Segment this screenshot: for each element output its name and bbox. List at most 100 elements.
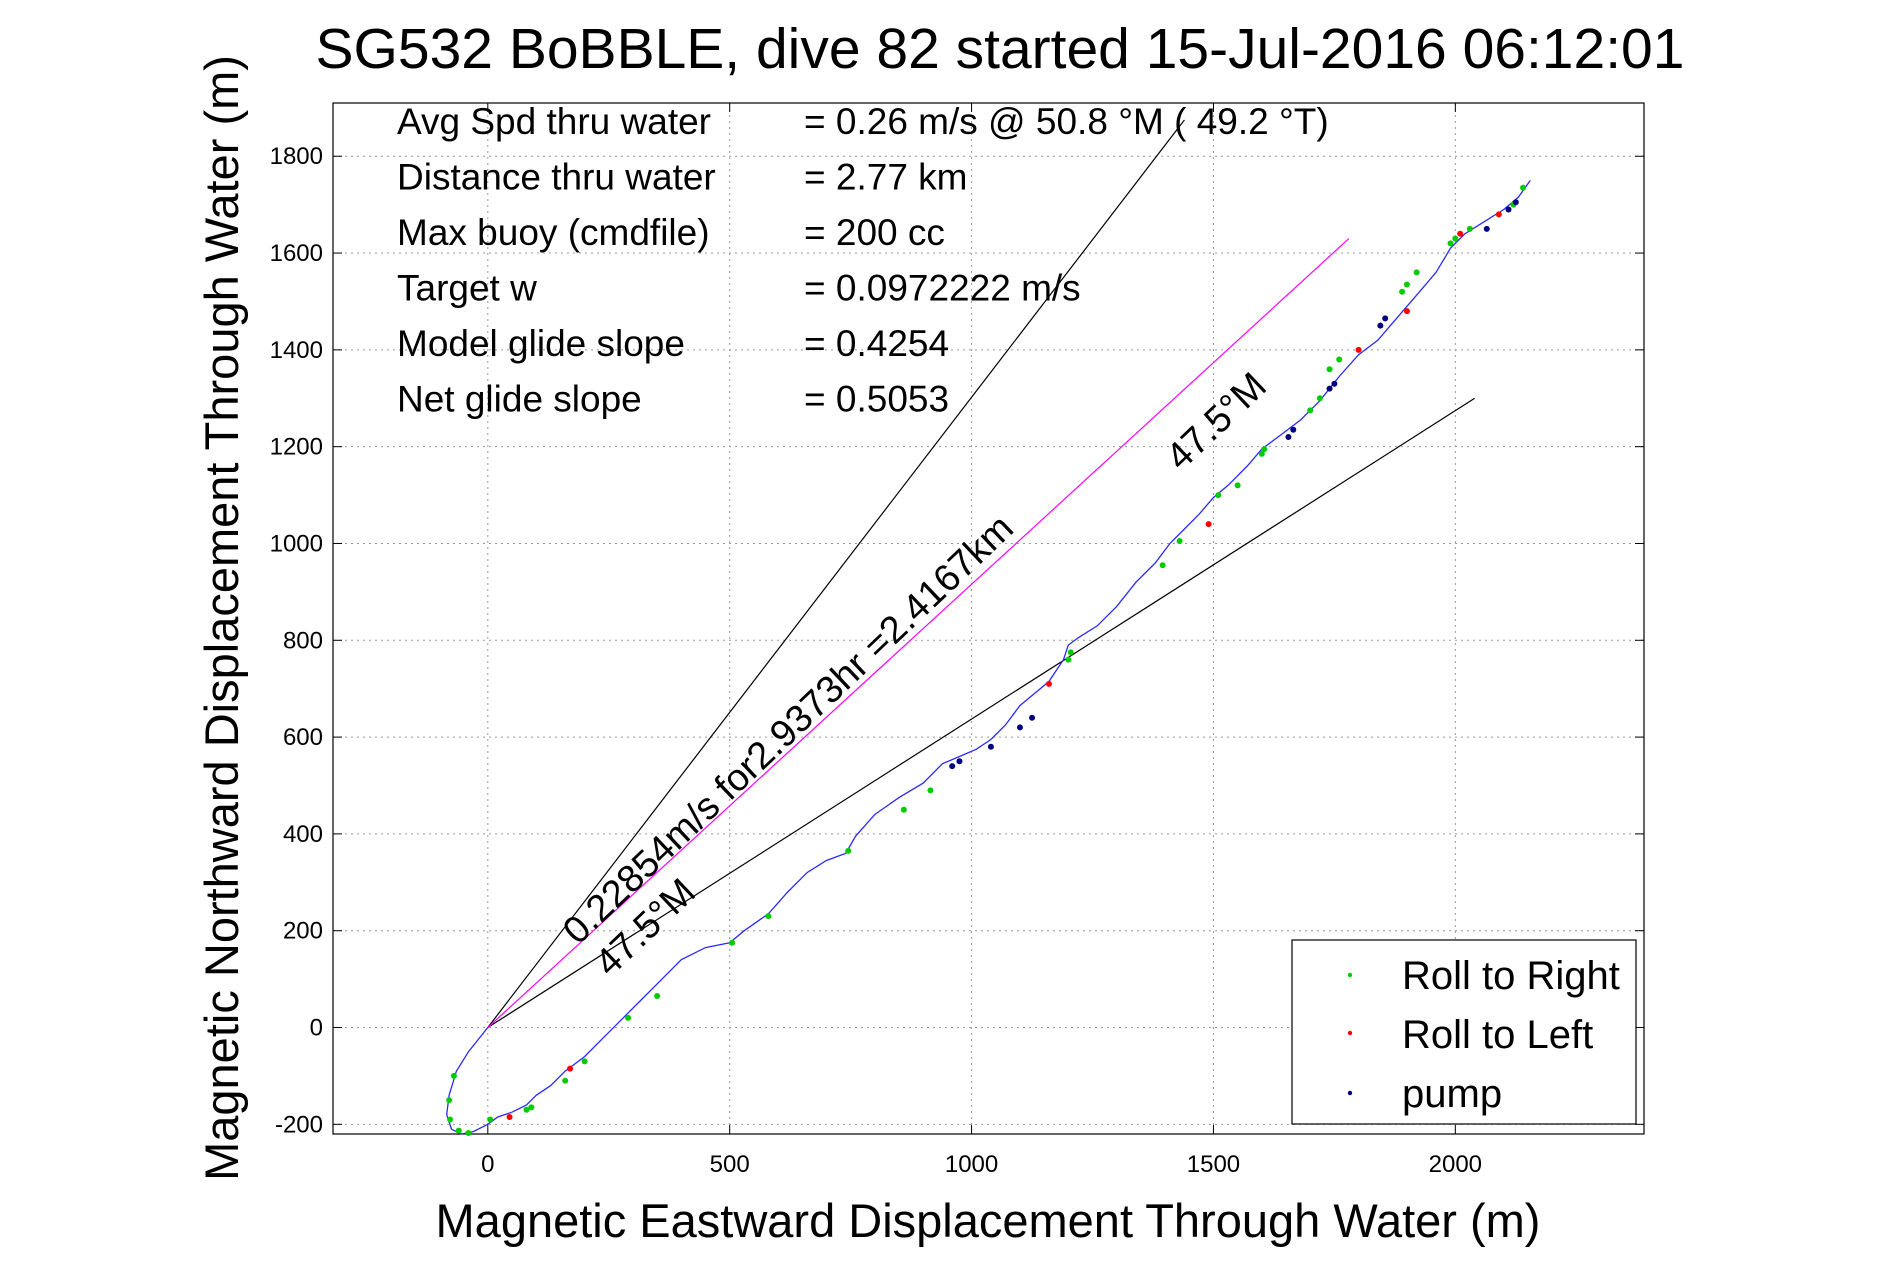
stat-label: Target w [397,268,537,309]
pump-point [1326,385,1333,392]
x-tick-label: 2000 [1429,1151,1482,1178]
stat-label: Avg Spd thru water [397,101,711,142]
x-tick-label: 1000 [945,1151,998,1178]
y-tick-label: 1000 [270,530,323,557]
roll-to-right-point [1261,446,1268,453]
roll-to-right-point [1176,538,1183,545]
legend-label-roll-left: Roll to Left [1402,1013,1593,1057]
roll-to-left-point [1045,680,1052,687]
stat-value: = 2.77 km [804,157,968,198]
roll-to-right-point [1447,240,1454,247]
y-tick-label: 600 [283,724,323,751]
roll-to-right-point [465,1130,472,1137]
roll-to-right-point [581,1058,588,1065]
chart-title: SG532 BoBBLE, dive 82 started 15-Jul-201… [316,17,1685,81]
roll-to-right-point [625,1014,632,1021]
legend-marker-roll-right [1347,972,1353,978]
pump-point [1285,433,1292,440]
roll-to-left-point [506,1114,513,1121]
roll-to-right-point [450,1072,457,1079]
roll-to-right-point [729,939,736,946]
pump-point [949,763,956,770]
stats-block: Avg Spd thru water = 0.26 m/s @ 50.8 °M (… [397,101,1329,420]
stat-label: Net glide slope [397,379,642,420]
roll-to-right-point [1326,366,1333,373]
roll-to-left-point [1403,308,1410,315]
pump-point [987,743,994,750]
roll-to-right-point [1336,356,1343,363]
roll-to-left-point [1457,230,1464,237]
roll-to-right-point [654,993,661,1000]
roll-to-right-point [1159,562,1166,569]
pump-point [1377,322,1384,329]
roll-to-right-point [1065,656,1072,663]
roll-to-right-point [447,1116,454,1123]
y-tick-label: 1600 [270,240,323,267]
legend-label-roll-right: Roll to Right [1402,954,1620,998]
roll-to-right-point [1316,395,1323,402]
y-tick-label: 200 [283,918,323,945]
roll-to-right-point [562,1077,569,1084]
y-tick-label: 1200 [270,434,323,461]
roll-to-right-point [1399,288,1406,295]
stat-label: Distance thru water [397,157,716,198]
track [446,180,1531,1135]
roll-to-right-point [1466,225,1473,232]
net-current-line [487,238,1350,1028]
roll-to-right-point [1215,492,1222,499]
roll-to-right-point [1520,184,1527,191]
pump-point [1016,724,1023,731]
pump-point [1382,315,1389,322]
roll-to-right-point [528,1104,535,1111]
guide-lines [487,119,1476,1029]
pump-point [1029,714,1036,721]
y-tick-label: -200 [275,1111,323,1138]
legend-label-pump: pump [1402,1072,1502,1116]
roll-to-right-point [446,1097,453,1104]
y-tick-label: 1400 [270,337,323,364]
roll-to-right-point [1258,450,1265,457]
axis-ticks: 0 500 1000 1500 2000 -200 0 200 400 600 800 1000 120… [270,103,1644,1178]
legend-marker-pump [1347,1090,1353,1096]
x-tick-label: 1500 [1187,1151,1240,1178]
x-tick-label: 0 [481,1151,494,1178]
pump-point [956,758,963,765]
y-tick-label: 400 [283,821,323,848]
roll-to-right-point [1307,407,1314,414]
x-axis-label: Magnetic Eastward Displacement Through W… [436,1194,1541,1247]
legend: Roll to Right Roll to Left pump [1291,939,1637,1125]
track-line [446,180,1531,1135]
stat-label: Model glide slope [397,323,685,364]
y-tick-label: 800 [283,627,323,654]
roll-to-right-point [1452,235,1459,242]
y-axis-label: Magnetic Northward Displacement Through … [195,55,248,1181]
pump-point [1290,426,1297,433]
roll-to-right-point [900,806,907,813]
grid [333,103,1644,1134]
pump-point [1505,206,1512,213]
pump-point [1483,225,1490,232]
upper-heading-line [487,119,1185,1028]
roll-to-right-point [1234,482,1241,489]
roll-to-right-point [927,787,934,794]
roll-to-right-point [487,1116,494,1123]
stat-value: = 0.26 m/s @ 50.8 °M ( 49.2 °T) [804,101,1329,142]
y-tick-label: 1800 [270,143,323,170]
y-tick-label: 0 [310,1015,323,1042]
roll-to-right-point [1403,281,1410,288]
roll-to-right-point [765,913,772,920]
lower-heading-line [487,397,1476,1029]
roll-to-right-point [523,1106,530,1113]
roll-to-right-point [455,1127,462,1134]
roll-to-right-point [845,847,852,854]
roll-to-left-point [1355,346,1362,353]
markers [446,184,1527,1137]
roll-to-right-point [1413,269,1420,276]
stat-value: = 0.4254 [804,323,949,364]
legend-marker-roll-left [1347,1030,1353,1036]
stat-value: = 0.0972222 m/s [804,268,1081,309]
roll-to-left-point [1205,521,1212,528]
stat-label: Max buoy (cmdfile) [397,212,710,253]
stat-value: = 200 cc [804,212,945,253]
